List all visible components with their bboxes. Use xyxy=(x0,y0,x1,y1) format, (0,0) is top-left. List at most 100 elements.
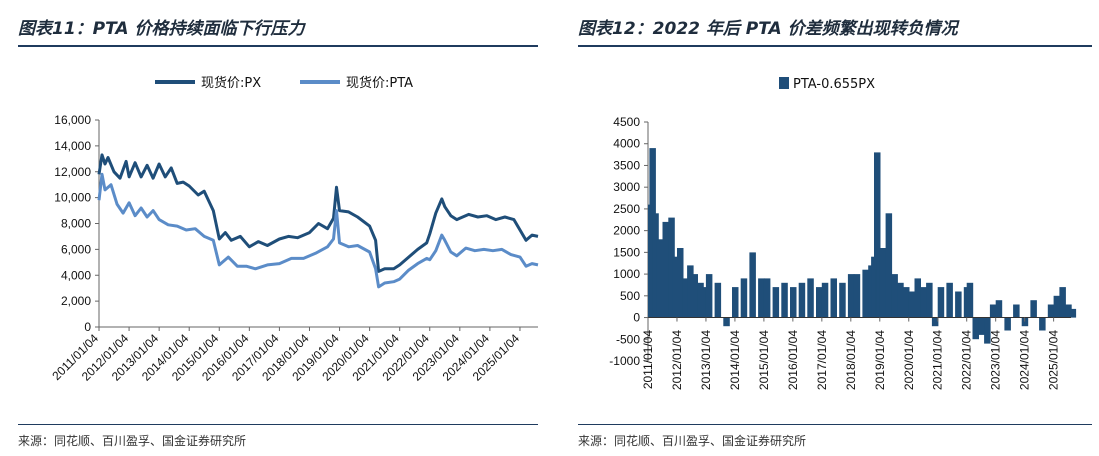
spread-bar xyxy=(989,304,997,318)
right-y-tick-label: 500 xyxy=(620,289,640,303)
spread-bar xyxy=(879,248,887,318)
right-title-rule xyxy=(578,45,1092,47)
spread-bar xyxy=(821,282,829,318)
spread-bar xyxy=(1039,317,1046,331)
spread-bar xyxy=(798,282,806,318)
right-x-tick-label: 2021/01/04 xyxy=(931,330,945,390)
spread-bar xyxy=(914,278,921,318)
right-x-tick-label: 2018/01/04 xyxy=(844,330,858,390)
px-price-line xyxy=(97,153,539,273)
pta-price-line xyxy=(97,172,539,289)
right-x-tick-label: 2014/01/04 xyxy=(728,330,742,390)
spread-bar xyxy=(677,248,684,318)
spread-bar xyxy=(885,213,893,318)
right-x-tick-label: 2012/01/04 xyxy=(670,330,684,390)
right-y-tick-label: 3500 xyxy=(613,158,640,172)
spread-bar xyxy=(691,274,698,318)
spread-bar xyxy=(1053,295,1061,318)
right-x-tick-label: 2022/01/04 xyxy=(960,330,974,390)
right-y-tick-label: 4500 xyxy=(613,115,640,129)
spread-bar xyxy=(984,317,991,344)
spread-bar xyxy=(740,278,748,318)
spread-bar xyxy=(847,274,855,318)
spread-bar xyxy=(1030,300,1037,318)
legend-spread-swatch xyxy=(779,77,789,89)
spread-bar xyxy=(972,317,979,340)
left-y-tick-label: 0 xyxy=(84,320,91,334)
spread-bar xyxy=(1047,304,1055,318)
right-y-tick-label: 2500 xyxy=(613,202,640,216)
spread-bar xyxy=(687,265,694,318)
right-y-tick-label: 1500 xyxy=(613,245,640,259)
right-x-tick-label: 2025/01/04 xyxy=(1047,330,1061,390)
spread-bar xyxy=(662,221,669,318)
spread-bar xyxy=(816,287,823,318)
spread-bar xyxy=(1021,317,1029,327)
spread-bar xyxy=(652,213,659,318)
spread-bar xyxy=(862,269,869,318)
spread-bar xyxy=(705,274,713,318)
spread-bar xyxy=(749,252,756,318)
spread-bar xyxy=(807,278,814,318)
spread-bar xyxy=(772,287,780,318)
right-y-tick-label: -1000 xyxy=(609,354,640,368)
spread-bar xyxy=(758,278,765,318)
spread-bar xyxy=(668,217,675,318)
spread-bar xyxy=(672,256,680,318)
right-y-tick-label: 2000 xyxy=(613,224,640,238)
spread-bar xyxy=(732,287,739,318)
right-x-tick-label: 2013/01/04 xyxy=(699,330,713,390)
left-y-tick-label: 4,000 xyxy=(61,268,91,282)
right-y-tick-label: 1000 xyxy=(613,267,640,281)
spread-bar xyxy=(946,282,953,318)
spread-bar xyxy=(714,282,722,318)
spread-bar xyxy=(1004,317,1011,331)
spread-bar xyxy=(995,300,1003,318)
right-source: 来源：同花顺、百川盈孚、国金证券研究所 xyxy=(578,434,807,448)
spread-bar xyxy=(1013,304,1020,318)
spread-bar xyxy=(874,152,881,318)
left-title-rule xyxy=(18,45,538,47)
spread-bar xyxy=(1059,287,1066,318)
spread-bar xyxy=(790,287,797,318)
left-chart-title: 图表11：PTA 价格持续面临下行压力 xyxy=(18,19,305,39)
right-x-tick-label: 2016/01/04 xyxy=(786,330,800,390)
right-source-rule xyxy=(578,424,1092,425)
left-y-tick-label: 12,000 xyxy=(54,165,91,179)
right-y-tick-label: 4000 xyxy=(613,137,640,151)
right-x-tick-label: 2019/01/04 xyxy=(873,330,887,390)
spread-bar xyxy=(931,317,939,327)
right-x-tick-label: 2020/01/04 xyxy=(902,330,916,390)
left-y-tick-label: 6,000 xyxy=(61,242,91,256)
spread-bar xyxy=(723,317,730,327)
left-y-tick-label: 14,000 xyxy=(54,139,91,153)
right-x-tick-label: 2017/01/04 xyxy=(815,330,829,390)
left-y-tick-label: 10,000 xyxy=(54,191,91,205)
spread-bar xyxy=(682,278,690,318)
spread-bar xyxy=(781,282,788,318)
left-source: 来源：同花顺、百川盈孚、国金证券研究所 xyxy=(18,434,247,448)
spread-bar xyxy=(937,287,945,318)
left-source-rule xyxy=(18,424,538,425)
spread-bar xyxy=(1065,304,1072,318)
spread-bar xyxy=(903,287,910,318)
spread-bar xyxy=(830,278,837,318)
spread-bar xyxy=(955,291,962,318)
right-chart-title: 图表12：2022 年后 PTA 价差频繁出现转负情况 xyxy=(578,19,958,39)
right-y-tick-label: 0 xyxy=(633,311,640,325)
spread-bar xyxy=(891,274,898,318)
spread-bar xyxy=(853,274,861,318)
legend-px-label: 现货价:PX xyxy=(201,75,261,91)
right-x-tick-label: 2015/01/04 xyxy=(757,330,771,390)
legend-spread-label: PTA-0.655PX xyxy=(793,77,875,92)
right-x-tick-label: 2024/01/04 xyxy=(1018,330,1032,390)
right-y-tick-label: -500 xyxy=(616,332,640,346)
spread-bar xyxy=(897,282,904,318)
right-y-tick-label: 3000 xyxy=(613,180,640,194)
left-y-tick-label: 16,000 xyxy=(54,113,91,127)
spread-bar xyxy=(1069,308,1077,318)
right-x-tick-label: 2023/01/04 xyxy=(989,330,1003,390)
right-x-tick-label: 2011/01/04 xyxy=(641,330,655,389)
